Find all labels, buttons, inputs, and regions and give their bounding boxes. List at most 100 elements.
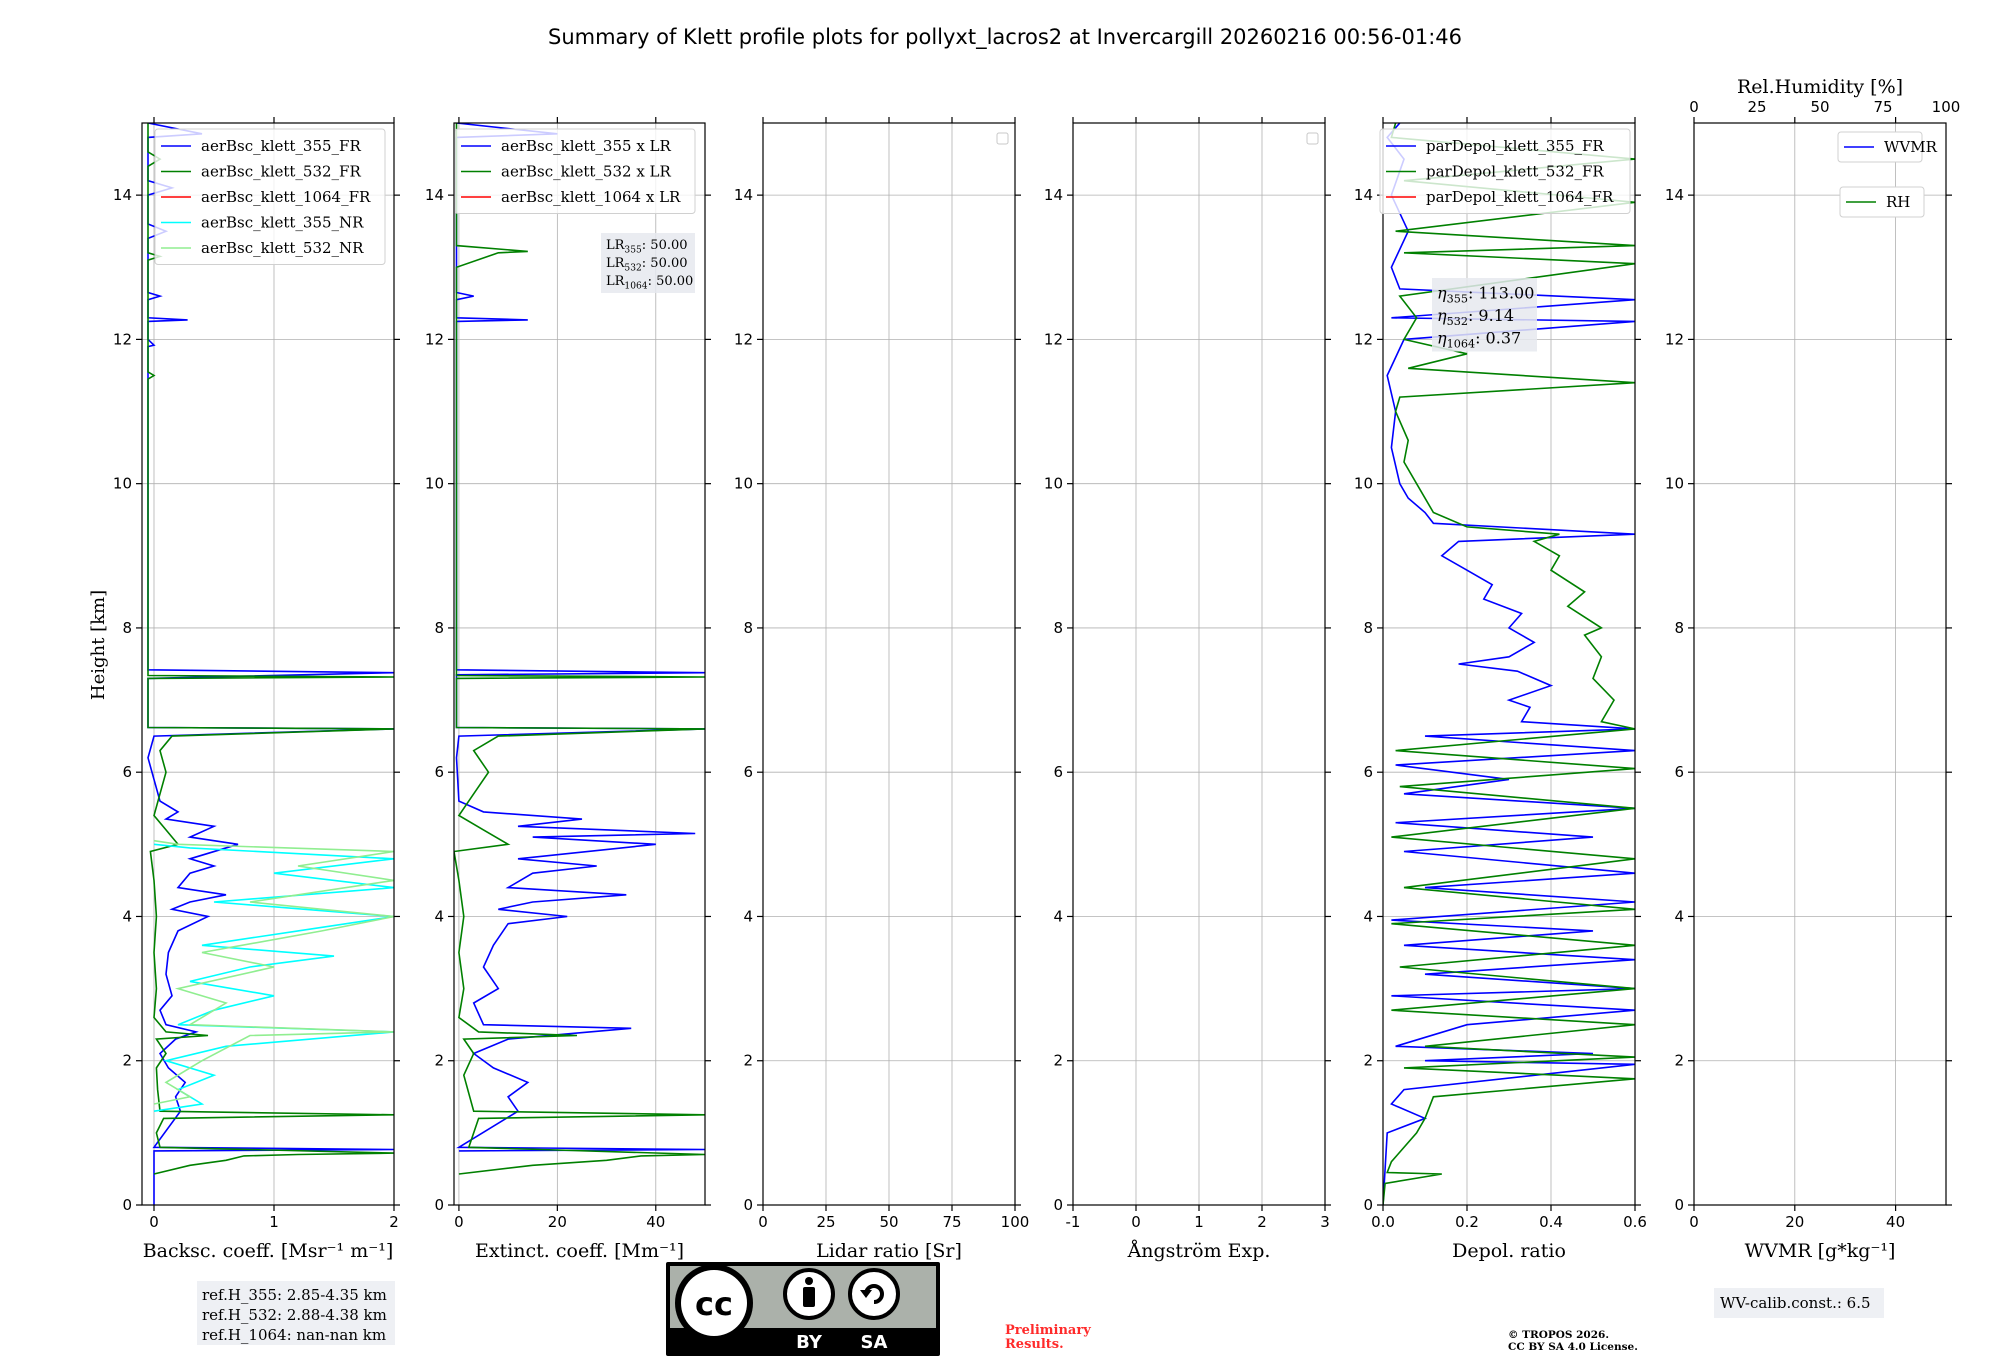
y-tick-label: 10 — [425, 475, 444, 493]
legend-label: aerBsc_klett_532_NR — [201, 239, 364, 257]
x-tick-label: 0.2 — [1455, 1213, 1479, 1231]
legend-box — [1839, 186, 1925, 218]
plot-frame — [1382, 122, 1636, 1206]
figure-title: Summary of Klett profile plots for polly… — [548, 25, 1462, 50]
x-tick-label: 0 — [454, 1213, 464, 1231]
y-tick-label: 8 — [434, 619, 444, 637]
series-line-aerbsc-klett-355-x-lr — [455, 123, 705, 1152]
y-tick-label: 10 — [1665, 475, 1684, 493]
series-line-pardepol-klett-355-fr — [1383, 123, 1635, 1205]
cc-logo-text: cc — [695, 1285, 733, 1323]
x-axis-label: Backsc. coeff. [Msr⁻¹ m⁻¹] — [143, 1240, 394, 1262]
calib-text: WV-calib.const.: 6.5 — [1720, 1294, 1871, 1312]
y-tick-label: 4 — [434, 907, 444, 925]
y-tick-label: 2 — [743, 1052, 753, 1070]
annotation-line: LR1064: 50.00 — [606, 274, 693, 291]
legend-label: WVMR — [1884, 138, 1938, 156]
y-tick-label: 6 — [743, 763, 753, 781]
y-tick-label: 2 — [1363, 1052, 1373, 1070]
plot-frame — [141, 122, 395, 1206]
x-tick-label: 20 — [1785, 1213, 1804, 1231]
legend-box — [454, 128, 696, 214]
annotation-line: LR532: 50.00 — [606, 256, 688, 273]
legend-label: aerBsc_klett_355 x LR — [501, 137, 672, 155]
x-axis-label: Depol. ratio — [1452, 1240, 1566, 1262]
copyright-line2: CC BY SA 4.0 License. — [1508, 1341, 1638, 1353]
annotation-line: η355: 113.00 — [1437, 284, 1534, 306]
y-tick-label: 10 — [1044, 475, 1063, 493]
y-tick-label: 14 — [1354, 186, 1373, 204]
y-tick-label: 8 — [1674, 619, 1684, 637]
x-axis-label: Extinct. coeff. [Mm⁻¹] — [475, 1240, 684, 1262]
x-tick-label: 75 — [942, 1213, 961, 1231]
x-tick-label: 40 — [1886, 1213, 1905, 1231]
legend-box — [1837, 131, 1923, 163]
copyright-line1: © TROPOS 2026. — [1508, 1329, 1609, 1341]
y-tick-label: 8 — [1053, 619, 1063, 637]
series-line-pardepol-klett-532-fr — [1383, 123, 1635, 1205]
top-tick-label: 25 — [1747, 98, 1766, 116]
y-tick-label: 12 — [734, 330, 753, 348]
legend-label: RH — [1886, 193, 1910, 211]
ref-height-1064: ref.H_1064: nan-nan km — [202, 1326, 386, 1344]
x-tick-label: 2 — [389, 1213, 399, 1231]
license-sa-label: SA — [861, 1332, 888, 1353]
legend-box — [154, 128, 386, 265]
preliminary-line2: Results. — [1005, 1337, 1064, 1352]
x-tick-label: 25 — [816, 1213, 835, 1231]
y-tick-label: 12 — [1354, 330, 1373, 348]
series-line-aerbsc-klett-532-fr — [147, 123, 394, 1175]
x-tick-label: 40 — [646, 1213, 665, 1231]
y-tick-label: 10 — [1354, 475, 1373, 493]
x-tick-label: 3 — [1320, 1213, 1330, 1231]
y-tick-label: 14 — [1665, 186, 1684, 204]
x-tick-label: 0.0 — [1371, 1213, 1395, 1231]
x-axis-label: Lidar ratio [Sr] — [816, 1240, 962, 1262]
y-tick-label: 6 — [1674, 763, 1684, 781]
y-tick-label: 14 — [113, 186, 132, 204]
top-tick-label: 100 — [1932, 98, 1961, 116]
y-tick-label: 4 — [122, 907, 132, 925]
legend-label: aerBsc_klett_532_FR — [201, 163, 361, 181]
x-tick-label: 2 — [1257, 1213, 1267, 1231]
preliminary-line1: Preliminary — [1005, 1323, 1091, 1338]
annotation-line: η532: 9.14 — [1437, 306, 1514, 328]
x-tick-label: 0 — [1689, 1213, 1699, 1231]
x-tick-label: 0.6 — [1623, 1213, 1647, 1231]
y-tick-label: 0 — [1674, 1196, 1684, 1214]
x-tick-label: -1 — [1066, 1213, 1081, 1231]
y-tick-label: 4 — [1363, 907, 1373, 925]
ref-height-355: ref.H_355: 2.85-4.35 km — [202, 1286, 387, 1304]
top-tick-label: 0 — [1689, 98, 1699, 116]
top-axis-label: Rel.Humidity [%] — [1737, 76, 1903, 98]
y-tick-label: 0 — [434, 1196, 444, 1214]
depolarization-panel: 0.0 0.2 0.4 0.6 0 2 4 6 8 10 12 14 Depol. ratio parDe… — [1354, 117, 1647, 1262]
legend-label: parDepol_klett_1064_FR — [1426, 188, 1614, 206]
license-by-label: BY — [796, 1332, 823, 1353]
legend: aerBsc_klett_355_FR aerBsc_klett_532_FRae… — [154, 128, 386, 265]
y-tick-label: 0 — [1363, 1196, 1373, 1214]
x-axis-label: Ångström Exp. — [1127, 1240, 1271, 1262]
y-tick-label: 6 — [434, 763, 444, 781]
y-tick-label: 4 — [1674, 907, 1684, 925]
legend-label: aerBsc_klett_355_NR — [201, 214, 364, 232]
cc-license-badge: cc BY SA — [666, 1262, 940, 1356]
series-line-aerbsc-klett-532-x-lr — [454, 123, 705, 1175]
legend-label: parDepol_klett_532_FR — [1426, 163, 1604, 181]
y-tick-label: 6 — [1363, 763, 1373, 781]
y-tick-label: 8 — [122, 619, 132, 637]
x-tick-label: 20 — [548, 1213, 567, 1231]
calib-box — [1714, 1288, 1884, 1318]
legend-label: aerBsc_klett_1064 x LR — [501, 188, 681, 206]
ref-height-532: ref.H_532: 2.88-4.38 km — [202, 1306, 387, 1324]
legend-label: aerBsc_klett_532 x LR — [501, 163, 672, 181]
annotation-box — [601, 233, 695, 293]
wvmr-panel: 0 20 40 0 2 4 6 8 10 12 14 WVMR [g*kg⁻¹] 0 25 50 75 100 R… — [1665, 76, 1960, 1318]
annotation-box — [1432, 278, 1537, 352]
y-tick-label: 2 — [1674, 1052, 1684, 1070]
y-tick-label: 12 — [113, 330, 132, 348]
